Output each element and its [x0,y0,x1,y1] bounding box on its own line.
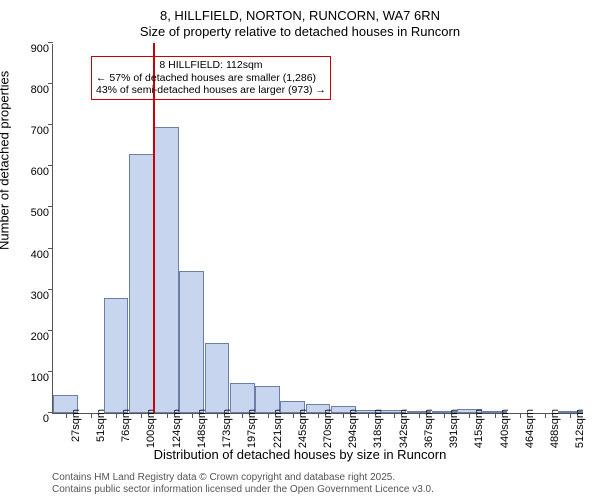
y-tick-label: 300 [17,290,49,302]
x-tick-mark [91,413,92,418]
x-tick-mark [570,413,571,418]
x-tick-mark [520,413,521,418]
chart-title-2: Size of property relative to detached ho… [0,24,600,39]
y-tick-label: 900 [17,43,49,55]
y-tick-mark [48,42,53,43]
y-tick-mark [48,83,53,84]
x-tick-label: 342sqm [398,409,410,448]
x-tick-label: 270sqm [322,409,334,448]
x-tick-label: 464sqm [524,409,536,448]
footer-line-1: Contains HM Land Registry data © Crown c… [52,472,434,484]
x-tick-mark [419,413,420,418]
x-tick-mark [116,413,117,418]
x-tick-mark [66,413,67,418]
x-tick-label: 76sqm [120,409,132,442]
x-axis-label: Distribution of detached houses by size … [0,447,600,462]
y-tick-mark [48,124,53,125]
x-tick-mark [167,413,168,418]
x-tick-mark [469,413,470,418]
annotation-line-1: 8 HILLFIELD: 112sqm [96,59,326,72]
x-tick-label: 488sqm [549,409,561,448]
y-tick-label: 100 [17,372,49,384]
x-tick-label: 440sqm [499,409,511,448]
x-tick-mark [268,413,269,418]
x-tick-label: 100sqm [145,409,157,448]
y-axis-label: Number of detached properties [0,71,12,250]
x-tick-mark [293,413,294,418]
histogram-bar [179,271,204,413]
x-tick-label: 173sqm [221,409,233,448]
x-tick-label: 124sqm [171,409,183,448]
y-tick-mark [48,330,53,331]
x-tick-mark [495,413,496,418]
x-tick-label: 415sqm [473,409,485,448]
y-tick-label: 500 [17,207,49,219]
x-tick-label: 221sqm [272,409,284,448]
y-tick-label: 800 [17,84,49,96]
histogram-bar [104,298,129,413]
x-tick-label: 148sqm [196,409,208,448]
x-tick-label: 197sqm [246,409,258,448]
x-tick-mark [343,413,344,418]
x-tick-label: 51sqm [95,409,107,442]
y-tick-label: 0 [17,413,49,425]
y-tick-mark [48,248,53,249]
x-tick-mark [217,413,218,418]
y-tick-mark [48,289,53,290]
x-tick-mark [368,413,369,418]
y-tick-label: 600 [17,166,49,178]
x-tick-label: 367sqm [423,409,435,448]
y-tick-mark [48,412,53,413]
y-tick-mark [48,165,53,166]
y-tick-mark [48,371,53,372]
y-tick-label: 200 [17,331,49,343]
x-tick-label: 512sqm [574,409,586,448]
histogram-bar [129,154,154,413]
x-tick-mark [141,413,142,418]
annotation-line-3: 43% of semi-detached houses are larger (… [96,84,326,97]
x-tick-mark [444,413,445,418]
x-tick-label: 391sqm [448,409,460,448]
annotation-line-2: ← 57% of detached houses are smaller (1,… [96,72,326,85]
x-tick-mark [394,413,395,418]
plot-area: 010020030040050060070080090027sqm51sqm76… [52,44,582,414]
x-tick-mark [192,413,193,418]
histogram-bar [205,343,230,413]
x-tick-mark [318,413,319,418]
x-tick-label: 318sqm [372,409,384,448]
x-tick-mark [242,413,243,418]
x-tick-mark [545,413,546,418]
annotation-box: 8 HILLFIELD: 112sqm← 57% of detached hou… [91,56,331,100]
chart-container: 8, HILLFIELD, NORTON, RUNCORN, WA7 6RN S… [0,0,600,500]
histogram-bar [154,127,179,413]
footer-line-2: Contains public sector information licen… [52,484,434,496]
chart-title-1: 8, HILLFIELD, NORTON, RUNCORN, WA7 6RN [0,8,600,23]
footer-attribution: Contains HM Land Registry data © Crown c… [52,472,434,496]
x-tick-label: 294sqm [347,409,359,448]
x-tick-label: 245sqm [297,409,309,448]
y-tick-label: 400 [17,249,49,261]
y-tick-mark [48,206,53,207]
x-tick-label: 27sqm [70,409,82,442]
y-tick-label: 700 [17,125,49,137]
